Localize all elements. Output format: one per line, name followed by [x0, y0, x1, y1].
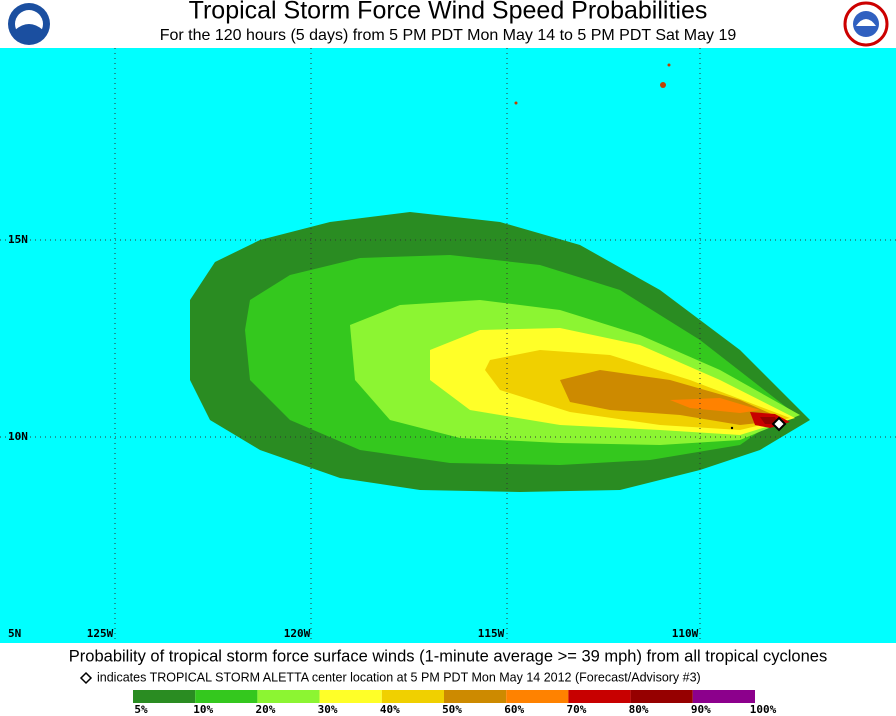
probability-contours	[190, 212, 810, 492]
subtitle: For the 120 hours (5 days) from 5 PM PDT…	[160, 27, 737, 44]
legend-label: 100%	[750, 703, 777, 716]
lon-label: 125W	[87, 627, 114, 640]
center-symbol	[79, 671, 93, 685]
legend-swatch	[133, 690, 196, 703]
lon-label: 115W	[478, 627, 505, 640]
legend-label: 50%	[442, 703, 462, 716]
legend-label: 80%	[629, 703, 649, 716]
legend-swatch	[195, 690, 258, 703]
caption: Probability of tropical storm force surf…	[69, 647, 827, 665]
storm-center	[771, 416, 787, 432]
title: Tropical Storm Force Wind Speed Probabil…	[189, 0, 708, 25]
legend-label: 90%	[691, 703, 711, 716]
grid	[0, 48, 896, 643]
lat-label: 10N	[8, 430, 28, 443]
legend-swatch	[630, 690, 693, 703]
legend-swatch	[568, 690, 631, 703]
legend-swatch	[444, 690, 507, 703]
legend-swatch	[506, 690, 569, 703]
legend-swatch	[692, 690, 755, 703]
legend-label: 60%	[504, 703, 524, 716]
contour	[670, 398, 760, 413]
legend-label: 30%	[318, 703, 338, 716]
lat-label: 5N	[8, 627, 21, 640]
legend-label: 10%	[193, 703, 213, 716]
axis-labels: 15N 10N 5N 125W 120W 115W 110W	[8, 233, 699, 640]
lon-label: 110W	[672, 627, 699, 640]
legend-label: 40%	[380, 703, 400, 716]
center-note: indicates TROPICAL STORM ALETTA center l…	[97, 670, 701, 684]
legend-label: 5%	[134, 703, 148, 716]
nws-logo	[843, 1, 889, 47]
legend-swatch	[381, 690, 444, 703]
legend-label: 20%	[255, 703, 275, 716]
legend-label: 70%	[566, 703, 586, 716]
lon-label: 120W	[284, 627, 311, 640]
lat-label: 15N	[8, 233, 28, 246]
legend-swatch	[319, 690, 382, 703]
legend: 5% 10% 20% 30% 40% 50% 60% 70% 80% 90% 100%	[133, 690, 777, 716]
noaa-logo	[8, 3, 50, 45]
islands	[514, 63, 734, 430]
legend-swatch	[257, 690, 320, 703]
